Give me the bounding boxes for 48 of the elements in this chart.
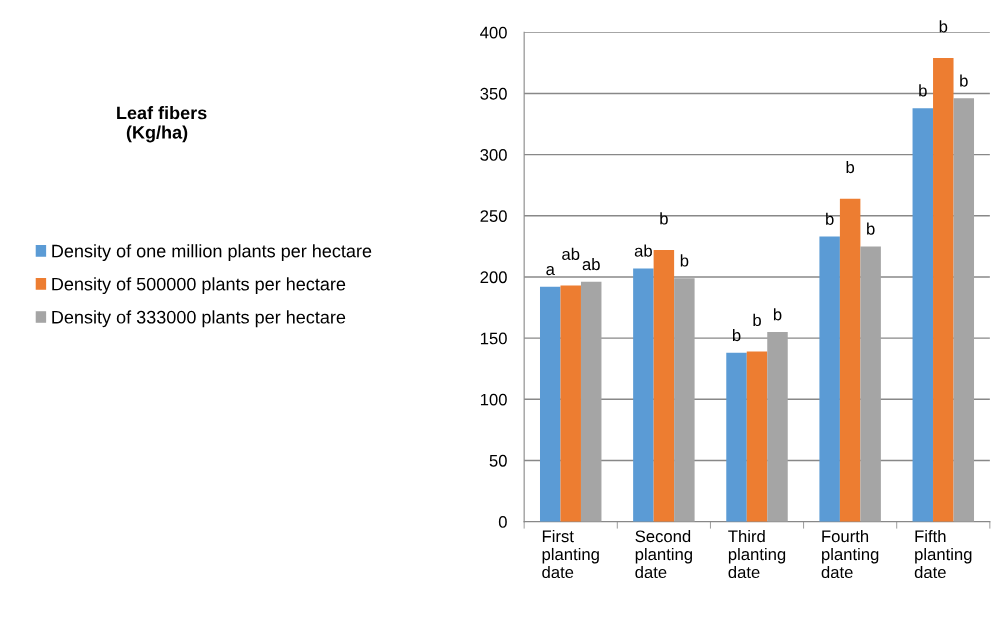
annotation: b xyxy=(732,328,741,342)
y-tick-label: 0 xyxy=(498,516,507,528)
annotation: b xyxy=(753,313,761,327)
bar xyxy=(580,281,602,522)
y-tick-label: 150 xyxy=(480,332,507,345)
annotation: b xyxy=(960,74,968,87)
x-tick-label: First planting date xyxy=(542,529,599,579)
y-tick-label: 350 xyxy=(480,87,507,100)
annotation: b xyxy=(680,254,689,267)
bar xyxy=(726,352,747,522)
y-tick-label: 400 xyxy=(480,26,507,39)
legend-label: Density of one million plants per hectare xyxy=(52,244,372,261)
y-tick-label: 50 xyxy=(489,454,507,467)
legend-label: Density of 500000 plants per hectare xyxy=(52,277,346,295)
bar xyxy=(746,351,768,522)
y-tick-label: 300 xyxy=(480,149,507,161)
annotation: b xyxy=(660,212,668,225)
annotation: ab xyxy=(634,244,652,257)
bar xyxy=(933,57,954,522)
x-tick-label: Fourth planting date xyxy=(821,529,879,579)
bar xyxy=(653,250,675,522)
bar xyxy=(912,108,934,522)
bar xyxy=(819,236,840,522)
legend-label: Density of 333000 plants per hectare xyxy=(52,310,346,328)
x-tick-label: Fifth planting date xyxy=(914,529,972,579)
x-tick-label: Second planting date xyxy=(635,529,692,579)
bar xyxy=(633,268,654,522)
bar xyxy=(953,98,975,522)
annotation: ab xyxy=(562,247,580,261)
annotation: b xyxy=(867,222,875,235)
bar xyxy=(839,198,861,522)
bar xyxy=(767,332,788,522)
y-tick-label: 100 xyxy=(480,393,507,406)
annotation: b xyxy=(846,160,855,174)
x-tick-label: Third planting date xyxy=(728,529,786,579)
y-tick-label: 200 xyxy=(480,271,507,284)
annotation: b xyxy=(939,20,948,33)
annotation: a xyxy=(546,265,555,276)
annotation: b xyxy=(826,212,834,225)
bar xyxy=(539,286,561,522)
y-tick-label: 250 xyxy=(480,210,507,222)
bar xyxy=(560,285,581,522)
text: Leaf fibers (Kg/ha) xyxy=(117,106,207,143)
annotation: b xyxy=(773,308,782,321)
annotation: ab xyxy=(582,257,600,271)
bar xyxy=(674,278,695,522)
bar xyxy=(860,246,881,522)
annotation: b xyxy=(919,84,927,97)
